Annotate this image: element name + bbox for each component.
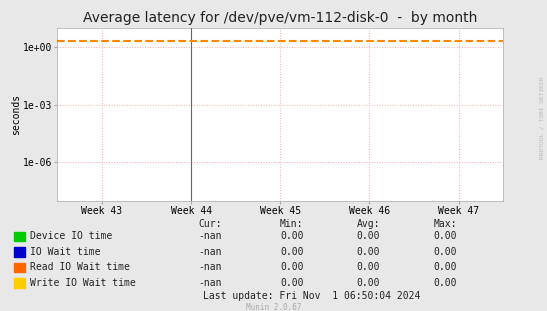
Text: Min:: Min:: [280, 219, 304, 229]
Text: Read IO Wait time: Read IO Wait time: [30, 262, 130, 272]
Text: 0.00: 0.00: [280, 278, 304, 288]
Text: 0.00: 0.00: [357, 262, 380, 272]
Text: Avg:: Avg:: [357, 219, 380, 229]
Text: -nan: -nan: [198, 278, 222, 288]
Text: Last update: Fri Nov  1 06:50:04 2024: Last update: Fri Nov 1 06:50:04 2024: [203, 291, 421, 301]
Text: 0.00: 0.00: [280, 247, 304, 257]
Text: RRDTOOL / TOBI OETIKER: RRDTOOL / TOBI OETIKER: [539, 77, 544, 160]
Title: Average latency for /dev/pve/vm-112-disk-0  -  by month: Average latency for /dev/pve/vm-112-disk…: [83, 12, 478, 26]
Text: -nan: -nan: [198, 262, 222, 272]
Text: Max:: Max:: [433, 219, 457, 229]
Text: 0.00: 0.00: [357, 231, 380, 241]
Text: 0.00: 0.00: [433, 262, 457, 272]
Text: 0.00: 0.00: [357, 278, 380, 288]
Text: 0.00: 0.00: [433, 231, 457, 241]
Text: -nan: -nan: [198, 247, 222, 257]
Text: Device IO time: Device IO time: [30, 231, 112, 241]
Text: 0.00: 0.00: [280, 262, 304, 272]
Text: 0.00: 0.00: [280, 231, 304, 241]
Text: -nan: -nan: [198, 231, 222, 241]
Y-axis label: seconds: seconds: [11, 94, 21, 135]
Text: IO Wait time: IO Wait time: [30, 247, 101, 257]
Text: Munin 2.0.67: Munin 2.0.67: [246, 303, 301, 311]
Text: 0.00: 0.00: [357, 247, 380, 257]
Text: Write IO Wait time: Write IO Wait time: [30, 278, 136, 288]
Text: 0.00: 0.00: [433, 247, 457, 257]
Text: Cur:: Cur:: [198, 219, 222, 229]
Text: 0.00: 0.00: [433, 278, 457, 288]
